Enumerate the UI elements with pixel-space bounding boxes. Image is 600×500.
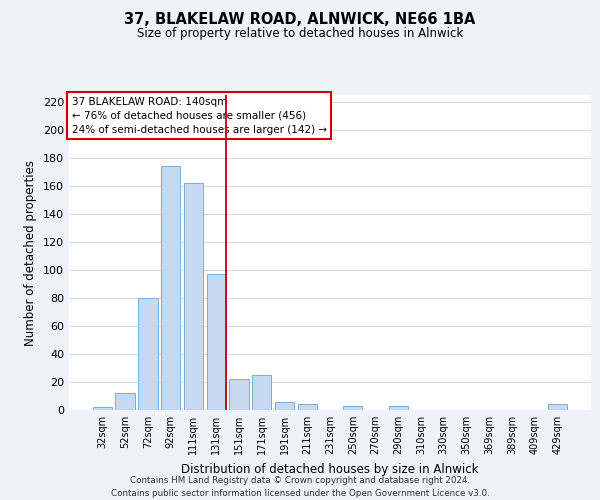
Bar (93, 407, 112, 410)
Bar (298, 404, 317, 410)
Bar (548, 404, 567, 410)
Bar (389, 406, 408, 410)
Bar (161, 166, 181, 410)
Bar (229, 379, 248, 410)
Bar (275, 402, 294, 410)
Text: Contains HM Land Registry data © Crown copyright and database right 2024.
Contai: Contains HM Land Registry data © Crown c… (110, 476, 490, 498)
Bar (252, 375, 271, 410)
Bar (138, 298, 158, 410)
Y-axis label: Number of detached properties: Number of detached properties (25, 160, 37, 346)
Bar (184, 183, 203, 410)
Bar (206, 274, 226, 410)
Text: 37, BLAKELAW ROAD, ALNWICK, NE66 1BA: 37, BLAKELAW ROAD, ALNWICK, NE66 1BA (124, 12, 476, 28)
Text: 37 BLAKELAW ROAD: 140sqm
← 76% of detached houses are smaller (456)
24% of semi-: 37 BLAKELAW ROAD: 140sqm ← 76% of detach… (71, 96, 327, 134)
Bar (343, 406, 362, 410)
Text: Size of property relative to detached houses in Alnwick: Size of property relative to detached ho… (137, 28, 463, 40)
X-axis label: Distribution of detached houses by size in Alnwick: Distribution of detached houses by size … (181, 462, 479, 475)
Bar (115, 393, 135, 410)
